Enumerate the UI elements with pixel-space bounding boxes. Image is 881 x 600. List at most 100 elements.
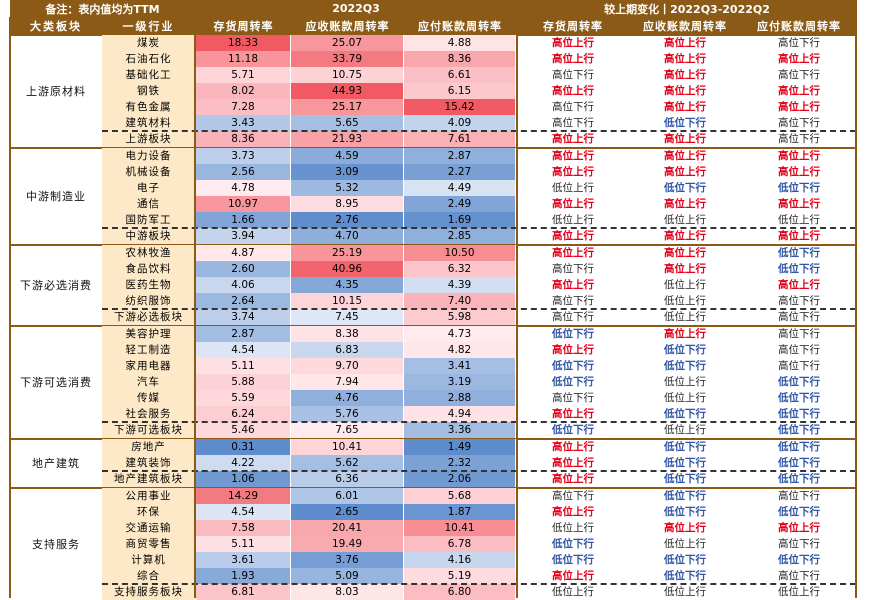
- inventory-change-value: 低位下行: [518, 358, 628, 374]
- industry-label: 石油石化: [102, 51, 195, 67]
- inventory-change-value: 高位上行: [518, 228, 628, 244]
- payable-change-value: 高位上行: [742, 51, 856, 67]
- sector-summary-label: 地产建筑板块: [102, 471, 195, 487]
- payable-turnover-value: 2.27: [404, 164, 516, 180]
- payable-change-value: 高位上行: [742, 277, 856, 293]
- inventory-turnover-value: 3.73: [196, 148, 291, 164]
- inventory-change-value: 高位上行: [518, 406, 628, 422]
- industry-label: 建筑装饰: [102, 455, 195, 471]
- receivable-turnover-value: 5.62: [291, 455, 404, 471]
- receivable-change-value: 高位上行: [628, 148, 742, 164]
- payable-turnover-value: 8.36: [404, 51, 516, 67]
- receivable-turnover-value: 10.41: [291, 439, 404, 455]
- receivable-change-value: 低位上行: [628, 390, 742, 406]
- sector-summary-label: 下游可选板块: [102, 422, 195, 438]
- group-label: 上游原材料: [10, 35, 102, 147]
- industry-label: 家用电器: [102, 358, 195, 374]
- summary-divider: [102, 421, 856, 423]
- industry-label: 医药生物: [102, 277, 195, 293]
- industry-label: 钢铁: [102, 83, 195, 99]
- receivable-change-value: 高位上行: [628, 245, 742, 261]
- inventory-turnover-value: 4.87: [196, 245, 291, 261]
- receivable-change-value: 低位上行: [628, 277, 742, 293]
- industry-label: 轻工制造: [102, 342, 195, 358]
- inventory-turnover-value: 4.06: [196, 277, 291, 293]
- receivable-change-value: 低位下行: [628, 342, 742, 358]
- receivable-change-value: 低位下行: [628, 552, 742, 568]
- inventory-turnover-value: 7.58: [196, 520, 291, 536]
- receivable-turnover-value: 2.76: [291, 212, 404, 228]
- payable-change-value: 低位下行: [742, 374, 856, 390]
- receivable-turnover-value: 9.70: [291, 358, 404, 374]
- receivable-change-value: 低位下行: [628, 439, 742, 455]
- payable-change-value: 高位下行: [742, 358, 856, 374]
- receivable-change-value: 低位上行: [628, 212, 742, 228]
- receivable-change-value: 高位上行: [628, 83, 742, 99]
- receivable-turnover-value: 6.01: [291, 488, 404, 504]
- receivable-change-value: 低位上行: [628, 374, 742, 390]
- inventory-turnover-value: 5.71: [196, 67, 291, 83]
- industry-label: 建筑材料: [102, 115, 195, 131]
- receivable-change-value: 低位下行: [628, 455, 742, 471]
- inventory-turnover-value: 5.11: [196, 358, 291, 374]
- payable-change-value: 低位下行: [742, 180, 856, 196]
- inventory-turnover-value: 6.24: [196, 406, 291, 422]
- receivable-change-value: 高位上行: [628, 131, 742, 147]
- inventory-turnover-value: 8.02: [196, 83, 291, 99]
- inventory-change-value: 低位下行: [518, 552, 628, 568]
- inventory-change-value: 高位上行: [518, 164, 628, 180]
- inventory-turnover-value: 3.94: [196, 228, 291, 244]
- payable-change-value: 高位上行: [742, 83, 856, 99]
- receivable-turnover-value: 8.95: [291, 196, 404, 212]
- inventory-change-value: 高位上行: [518, 148, 628, 164]
- receivable-change-value: 高位上行: [628, 164, 742, 180]
- receivable-turnover-value: 40.96: [291, 261, 404, 277]
- summary-divider: [102, 130, 856, 132]
- payable-change-value: 低位下行: [742, 406, 856, 422]
- inventory-turnover-value: 18.33: [196, 35, 291, 51]
- industry-label: 纺织服饰: [102, 293, 195, 309]
- inventory-turnover-value: 1.93: [196, 568, 291, 584]
- payable-turnover-value: 6.78: [404, 536, 516, 552]
- industry-label: 煤炭: [102, 35, 195, 51]
- payable-change-value: 高位下行: [742, 488, 856, 504]
- inventory-change-value: 高位上行: [518, 455, 628, 471]
- payable-change-value: 低位下行: [742, 455, 856, 471]
- industry-label: 传媒: [102, 390, 195, 406]
- receivable-turnover-value: 3.09: [291, 164, 404, 180]
- industry-label: 汽车: [102, 374, 195, 390]
- inventory-change-value: 高位下行: [518, 390, 628, 406]
- payable-change-value: 高位下行: [742, 568, 856, 584]
- inventory-change-value: 高位上行: [518, 568, 628, 584]
- payable-turnover-value: 5.98: [404, 309, 516, 325]
- industry-label: 社会服务: [102, 406, 195, 422]
- payable-change-value: 高位上行: [742, 196, 856, 212]
- payable-turnover-value: 4.73: [404, 326, 516, 342]
- receivable-turnover-value: 25.07: [291, 35, 404, 51]
- industry-label: 通信: [102, 196, 195, 212]
- inventory-change-value: 高位下行: [518, 261, 628, 277]
- period-change-header: 较上期变化丨2022Q3-2022Q2: [518, 0, 856, 17]
- payable-turnover-value: 4.09: [404, 115, 516, 131]
- sector-summary-label: 下游必选板块: [102, 309, 195, 325]
- receivable-turnover-value: 7.45: [291, 309, 404, 325]
- group-label: 地产建筑: [10, 439, 102, 487]
- industry-label: 商贸零售: [102, 536, 195, 552]
- inventory-turnover-value: 0.31: [196, 439, 291, 455]
- inventory-change-value: 低位上行: [518, 212, 628, 228]
- receivable-turnover-value: 25.17: [291, 99, 404, 115]
- inventory-turnover-value: 14.29: [196, 488, 291, 504]
- receivable-turnover-value: 5.32: [291, 180, 404, 196]
- group-label: 中游制造业: [10, 148, 102, 244]
- inventory-turnover-value: 4.54: [196, 342, 291, 358]
- payable-turnover-value: 3.19: [404, 374, 516, 390]
- inventory-change-value: 高位下行: [518, 309, 628, 325]
- payable-change-value: 高位下行: [742, 115, 856, 131]
- receivable-turnover-value: 6.83: [291, 342, 404, 358]
- inventory-change-value: 低位下行: [518, 536, 628, 552]
- receivable-change-value: 高位上行: [628, 261, 742, 277]
- receivable-turnover-value: 20.41: [291, 520, 404, 536]
- inventory-turnover-value: 1.06: [196, 471, 291, 487]
- payable-change-value: 高位下行: [742, 309, 856, 325]
- inventory-turnover-value: 4.54: [196, 504, 291, 520]
